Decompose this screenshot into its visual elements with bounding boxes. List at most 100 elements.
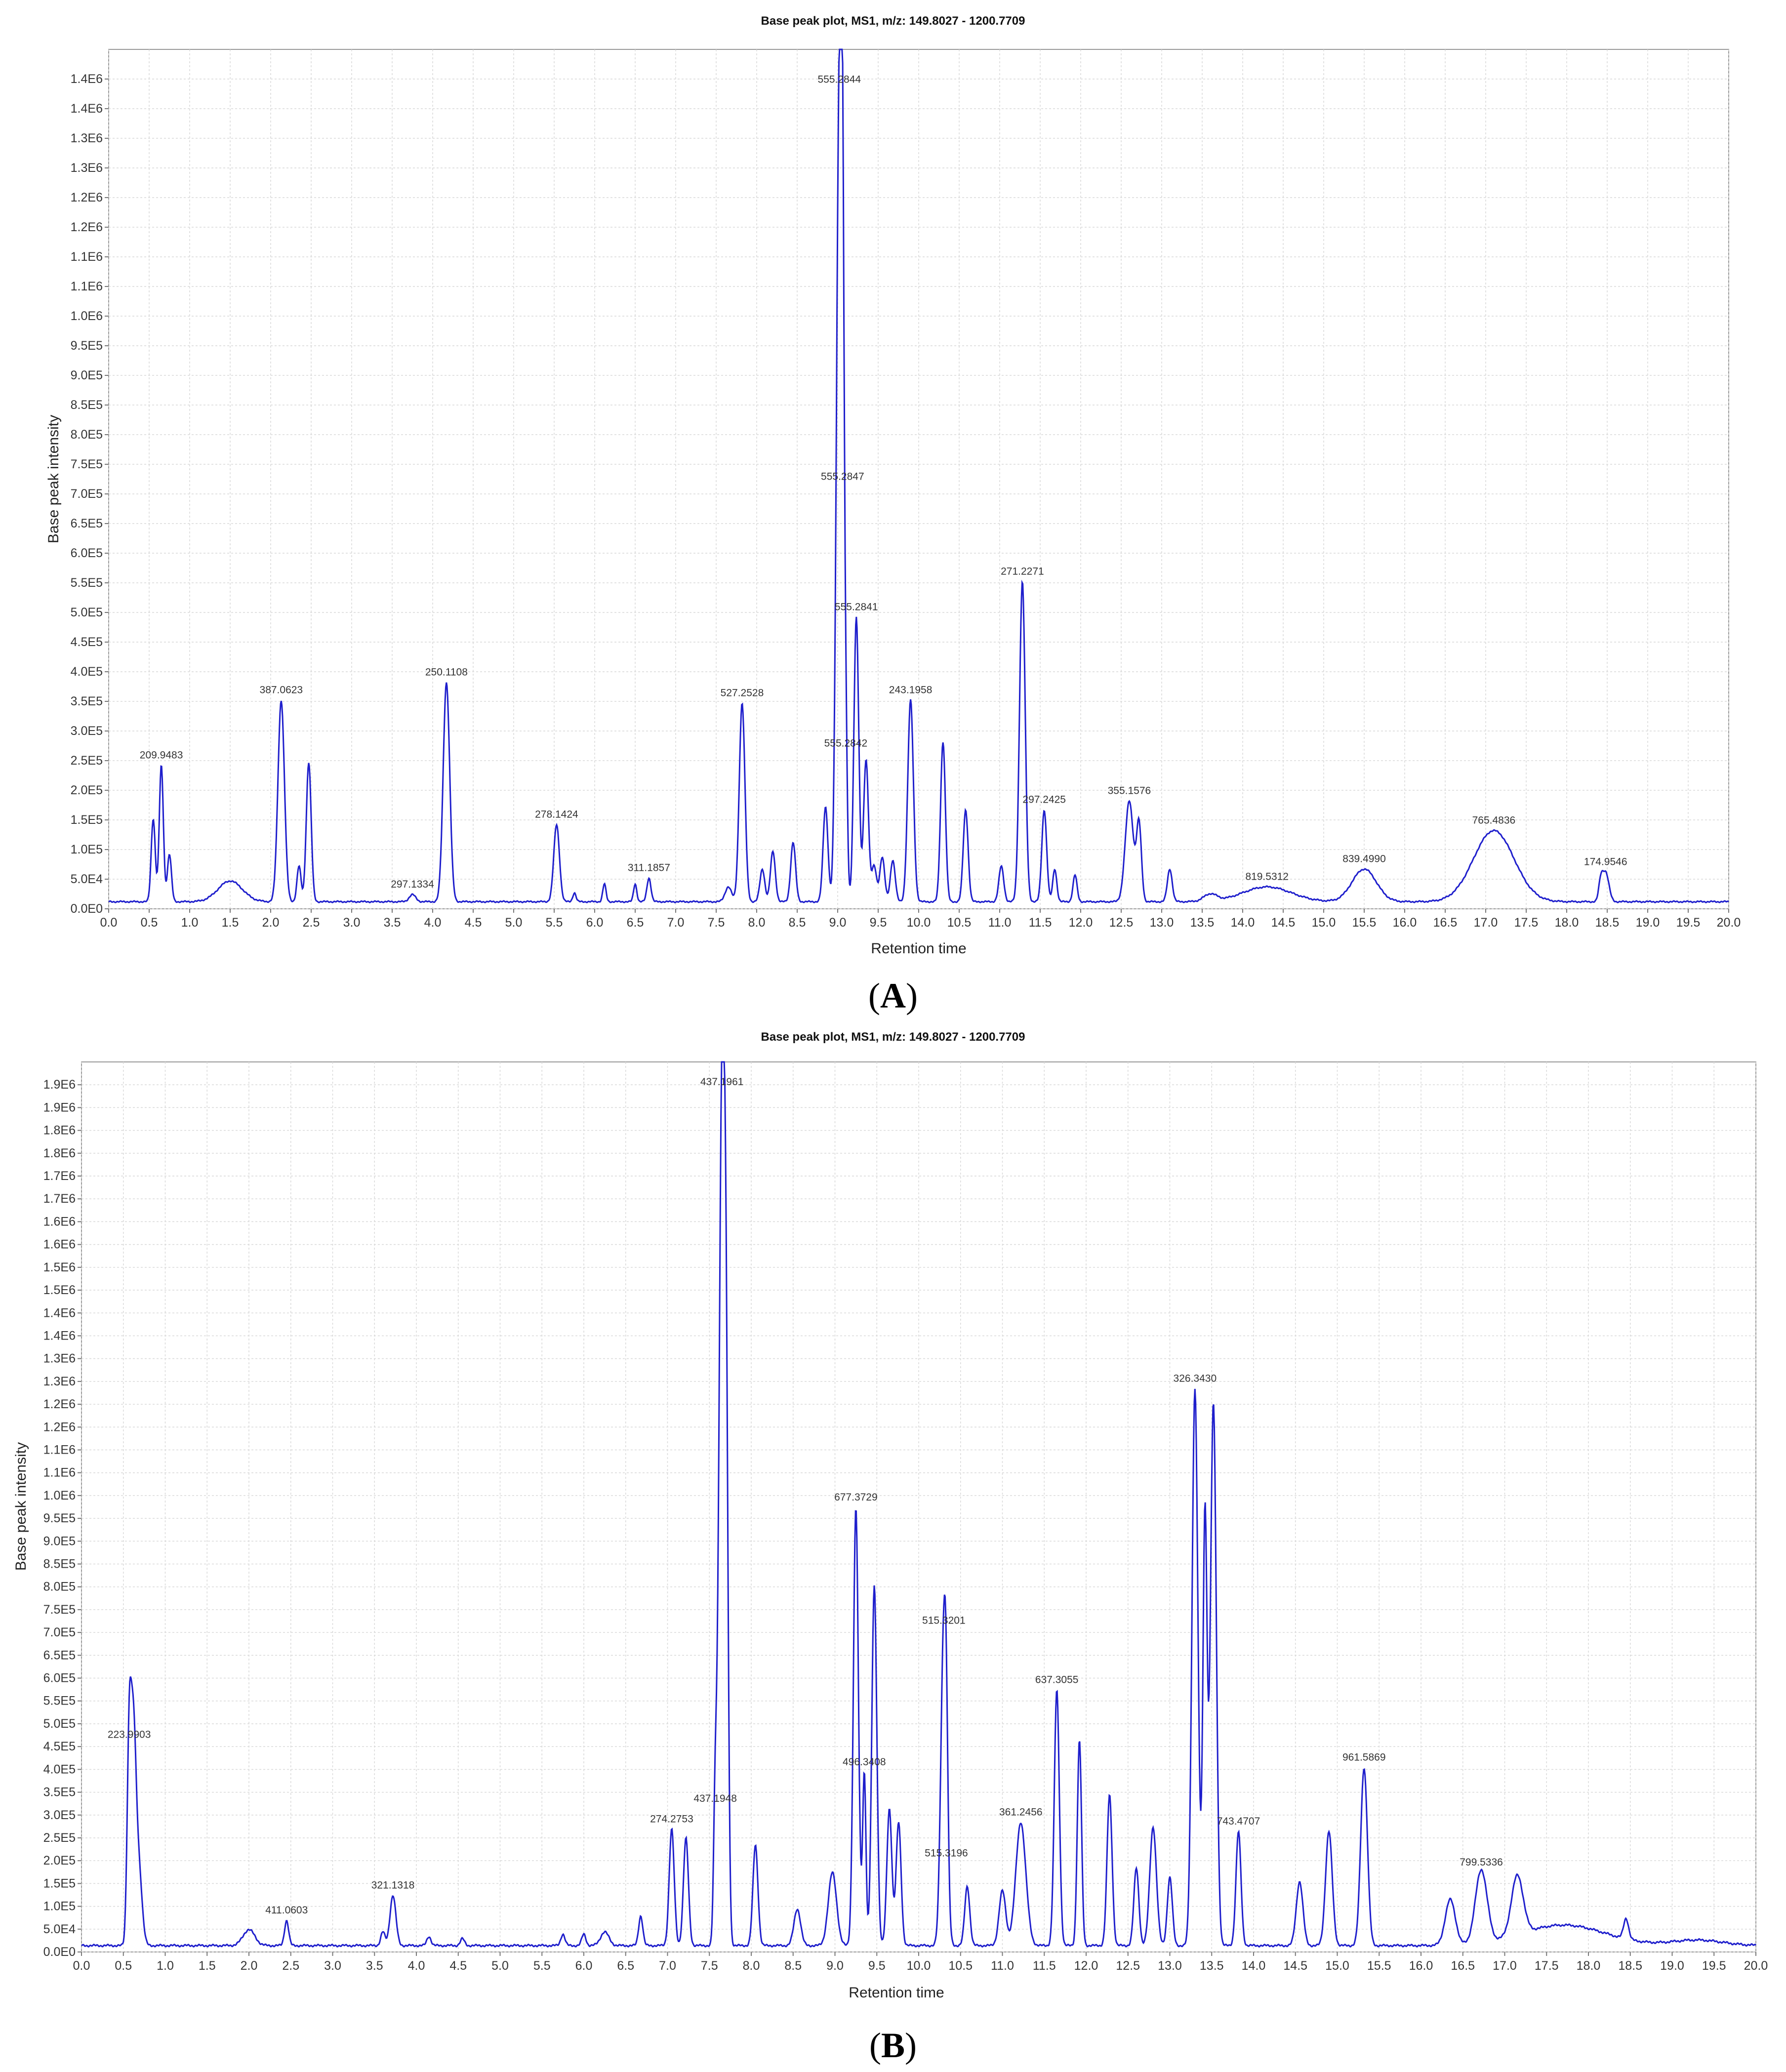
x-tick-label: 2.5: [282, 1959, 299, 1973]
x-tick-label: 7.0: [667, 916, 685, 930]
x-tick-label: 12.0: [1074, 1959, 1098, 1973]
peak-label: 555.2847: [821, 471, 864, 483]
peak-label: 437.1948: [693, 1793, 737, 1804]
y-tick-label: 8.5E5: [43, 1557, 76, 1571]
y-tick-label: 4.5E5: [71, 635, 103, 649]
peak-label: 961.5869: [1342, 1752, 1386, 1763]
x-tick-label: 4.5: [449, 1959, 467, 1973]
y-tick-label: 8.0E5: [71, 428, 103, 442]
peak-label: 297.2425: [1022, 794, 1066, 806]
y-tick-label: 1.4E6: [43, 1329, 76, 1342]
y-tick-label: 4.0E5: [71, 665, 103, 679]
y-tick-label: 1.2E6: [43, 1397, 76, 1411]
x-tick-label: 14.5: [1271, 916, 1296, 930]
x-tick-label: 6.0: [575, 1959, 593, 1973]
y-tick-label: 1.5E5: [43, 1876, 76, 1890]
panel-b-title: Base peak plot, MS1, m/z: 149.8027 - 120…: [761, 1030, 1025, 1044]
y-tick-label: 1.1E6: [71, 250, 103, 264]
x-tick-label: 8.5: [784, 1959, 802, 1973]
peak-label: 278.1424: [535, 809, 578, 820]
x-tick-label: 0.5: [141, 916, 158, 930]
y-tick-label: 8.0E5: [43, 1580, 76, 1594]
peak-label: 743.4707: [1217, 1816, 1260, 1827]
y-tick-label: 5.0E4: [43, 1922, 76, 1936]
x-tick-label: 4.5: [465, 916, 482, 930]
y-tick-label: 1.4E6: [71, 102, 103, 116]
x-tick-label: 5.5: [546, 916, 563, 930]
y-tick-label: 5.0E4: [71, 872, 103, 886]
peak-label: 555.2844: [817, 74, 861, 85]
x-tick-label: 10.5: [948, 1959, 973, 1973]
x-tick-label: 16.5: [1451, 1959, 1475, 1973]
x-tick-label: 19.5: [1702, 1959, 1726, 1973]
x-tick-label: 8.0: [748, 916, 766, 930]
x-tick-label: 3.5: [384, 916, 401, 930]
x-tick-label: 19.0: [1660, 1959, 1684, 1973]
x-tick-label: 15.5: [1352, 916, 1377, 930]
x-tick-label: 13.5: [1190, 916, 1215, 930]
x-tick-label: 3.5: [366, 1959, 383, 1973]
y-tick-label: 1.4E6: [71, 72, 103, 86]
x-tick-label: 6.5: [617, 1959, 634, 1973]
peak-label: 355.1576: [1108, 785, 1151, 797]
y-tick-label: 5.0E5: [71, 606, 103, 619]
peak-label: 799.5336: [1460, 1857, 1503, 1868]
panel-b-grid: [81, 1062, 1756, 1952]
y-tick-label: 4.5E5: [43, 1740, 76, 1753]
panel-a-plot-area: [108, 49, 1729, 909]
peak-label: 496.3408: [843, 1756, 886, 1768]
panel-a-chart: Base peak plot, MS1, m/z: 149.8027 - 120…: [45, 14, 1741, 1016]
peak-label: 411.0603: [265, 1905, 308, 1916]
y-tick-label: 9.5E5: [43, 1511, 76, 1525]
y-tick-label: 6.5E5: [43, 1648, 76, 1662]
x-tick-label: 5.0: [491, 1959, 509, 1973]
peak-label: 637.3055: [1035, 1674, 1079, 1686]
peak-label: 174.9546: [1584, 856, 1627, 868]
y-tick-label: 7.0E5: [43, 1625, 76, 1639]
y-tick-label: 1.2E6: [43, 1420, 76, 1434]
x-tick-label: 2.0: [241, 1959, 258, 1973]
peak-label: 515.3196: [925, 1848, 968, 1859]
y-tick-label: 1.4E6: [43, 1306, 76, 1320]
panel-b-chart: Base peak plot, MS1, m/z: 149.8027 - 120…: [13, 1030, 1768, 2065]
peak-label: 223.9903: [108, 1729, 151, 1740]
x-tick-label: 4.0: [408, 1959, 425, 1973]
y-tick-label: 3.0E5: [71, 724, 103, 738]
peak-label: 555.2841: [835, 602, 878, 613]
peak-label: 387.0623: [260, 685, 303, 696]
y-tick-label: 1.9E6: [43, 1100, 76, 1114]
x-tick-label: 9.0: [829, 916, 847, 930]
y-tick-label: 1.3E6: [71, 161, 103, 175]
y-tick-label: 1.5E5: [71, 813, 103, 827]
y-tick-label: 7.0E5: [71, 487, 103, 501]
x-tick-label: 11.5: [1033, 1959, 1056, 1973]
panel-a-title: Base peak plot, MS1, m/z: 149.8027 - 120…: [761, 14, 1025, 28]
x-tick-label: 17.0: [1474, 916, 1498, 930]
x-tick-label: 20.0: [1717, 916, 1741, 930]
y-tick-label: 6.5E5: [71, 517, 103, 530]
peak-label: 555.2842: [824, 738, 868, 749]
x-tick-label: 15.0: [1312, 916, 1336, 930]
x-tick-label: 15.5: [1367, 1959, 1391, 1973]
y-tick-label: 1.2E6: [71, 191, 103, 204]
peak-label: 819.5312: [1245, 871, 1289, 883]
y-tick-label: 1.0E5: [43, 1900, 76, 1913]
x-tick-label: 20.0: [1744, 1959, 1768, 1973]
peak-label: 243.1958: [889, 685, 933, 696]
y-tick-label: 9.0E5: [71, 368, 103, 382]
panel-a-y-axis: 0.0E0 5.0E4 1.0E5 1.5E5 2.0E5 2.5E5 3.0E5 3.5E5…: [71, 72, 109, 916]
x-tick-label: 14.5: [1283, 1959, 1307, 1973]
x-tick-label: 18.0: [1577, 1959, 1601, 1973]
panel-b-x-axis-title: Retention time: [849, 1985, 944, 2001]
y-tick-label: 2.0E5: [71, 783, 103, 797]
x-tick-label: 1.5: [222, 916, 239, 930]
x-tick-label: 11.0: [988, 916, 1012, 930]
x-tick-label: 17.0: [1493, 1959, 1517, 1973]
y-tick-label: 3.5E5: [43, 1786, 76, 1799]
x-tick-label: 6.0: [586, 916, 604, 930]
y-tick-label: 5.0E5: [43, 1717, 76, 1731]
x-tick-label: 7.5: [708, 916, 725, 930]
x-tick-label: 1.5: [199, 1959, 216, 1973]
x-tick-label: 12.5: [1109, 916, 1134, 930]
